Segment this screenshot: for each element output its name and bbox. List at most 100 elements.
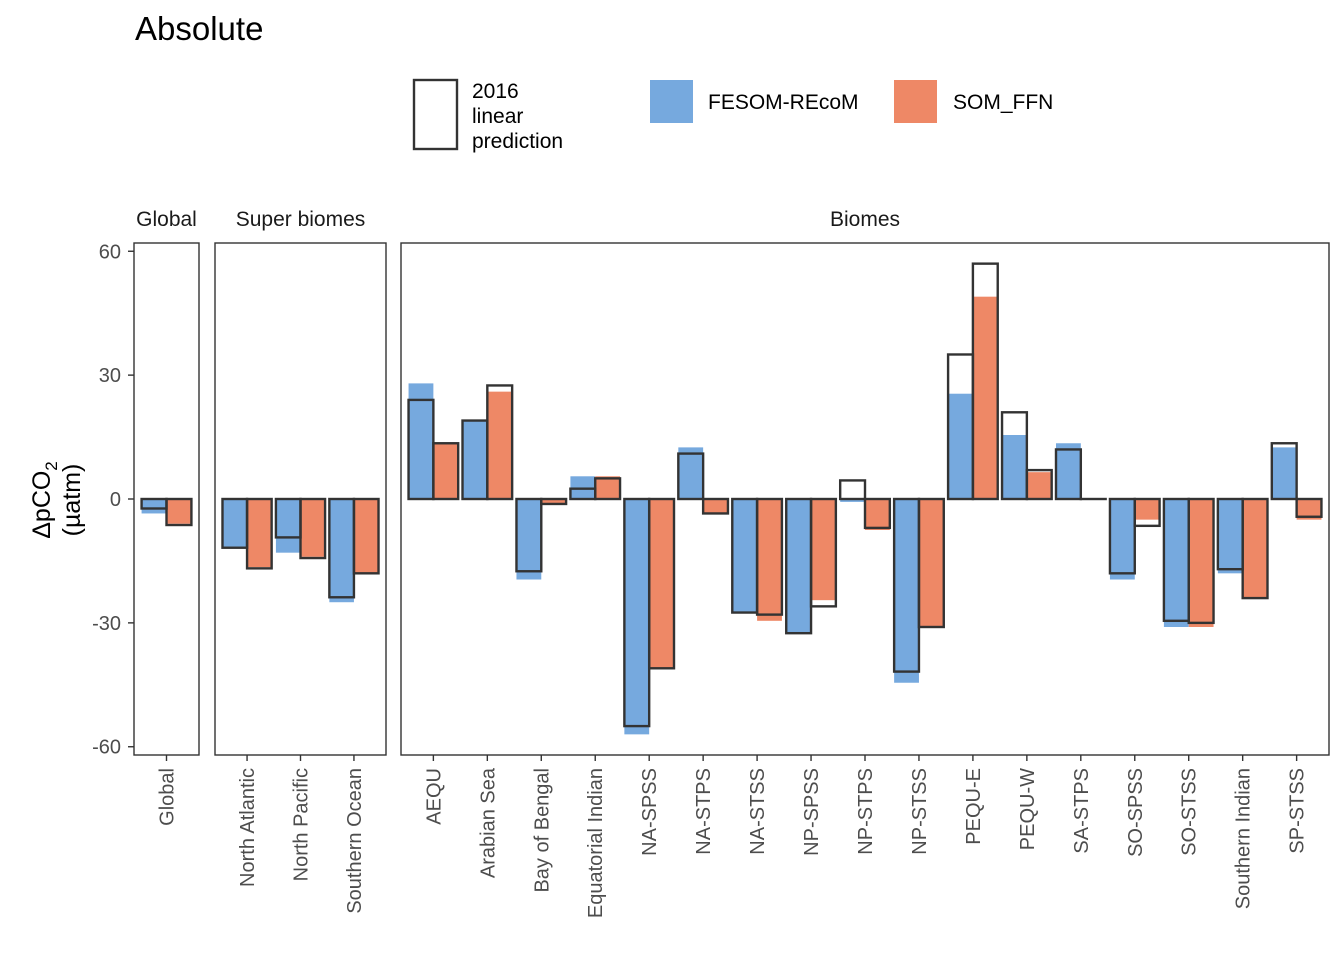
prediction-outline-fesom	[1108, 497, 1136, 575]
x-tick-label: SO-SPSS	[1125, 768, 1147, 857]
legend: 2016 linear prediction FESOM-REcoM SOM_F…	[412, 78, 1053, 153]
bar-fesom	[516, 499, 542, 580]
x-tick-label: SA-STPS	[1071, 768, 1093, 854]
bar-somffn	[595, 476, 621, 499]
bar-fesom	[1055, 443, 1081, 499]
bar-fesom	[141, 499, 167, 514]
prediction-outline-somffn	[971, 262, 999, 501]
bar-fesom	[1163, 499, 1189, 627]
prediction-outline-somffn	[1295, 497, 1323, 518]
panels: Global Global Super biomes North Atlantic No…	[133, 208, 1330, 918]
prediction-outline-somffn	[1241, 497, 1269, 600]
x-tick-label: NP-SPSS	[801, 768, 823, 856]
legend-key-prediction	[412, 78, 459, 151]
x-tick-label: NA-SPSS	[639, 768, 661, 856]
x-tick-label: PEQU-W	[1017, 768, 1039, 850]
chart-title: Absolute	[135, 10, 263, 47]
y-tick-label: 0	[110, 489, 121, 511]
prediction-outline-somffn	[245, 497, 273, 570]
strip-label: Global	[136, 208, 197, 231]
y-axis: 60 30 0 -30 -60	[92, 241, 134, 759]
bar-fesom	[786, 499, 812, 634]
prediction-outline-fesom	[1000, 411, 1029, 501]
x-tick-label: NA-STPS	[693, 768, 715, 855]
y-tick-label: 60	[99, 241, 121, 263]
x-tick-label: NP-STSS	[909, 768, 931, 855]
bar-somffn	[649, 499, 675, 669]
prediction-outline-somffn	[1025, 468, 1053, 501]
prediction-outline-somffn	[863, 497, 892, 530]
y-axis-label-subscript: 2	[42, 461, 61, 470]
bar-fesom	[1271, 447, 1297, 499]
x-tick-label: SO-STSS	[1179, 768, 1201, 856]
prediction-outline-somffn	[594, 477, 622, 501]
bar-somffn	[487, 391, 513, 499]
bar-fesom	[329, 499, 354, 603]
prediction-outline-somffn	[486, 384, 514, 501]
bar-somffn	[757, 499, 782, 621]
bar-somffn	[300, 499, 326, 557]
bar-somffn	[541, 499, 567, 504]
prediction-outline-somffn	[540, 497, 568, 506]
panel-border	[133, 242, 200, 756]
x-tick-label: SP-STSS	[1287, 768, 1309, 854]
panel-border	[214, 242, 387, 756]
prediction-outline-fesom	[677, 452, 705, 501]
x-tick-label: Southern Ocean	[344, 768, 366, 914]
bar-fesom	[275, 499, 301, 553]
prediction-outline-somffn	[1133, 497, 1161, 528]
prediction-outline-somffn	[701, 497, 730, 515]
prediction-outline-somffn	[352, 497, 380, 575]
bar-fesom	[678, 447, 704, 499]
prediction-outline-somffn	[165, 497, 193, 527]
bar-somffn	[166, 499, 192, 524]
x-tick-label: NP-STPS	[855, 768, 877, 855]
legend-label-fesom: FESOM-REcoM	[708, 91, 859, 114]
x-tick-label: Bay of Bengal	[531, 768, 553, 893]
bar-somffn	[353, 499, 379, 574]
prediction-outline-fesom	[1054, 448, 1083, 501]
prediction-outline-fesom	[515, 497, 543, 573]
bar-somffn	[811, 499, 836, 601]
panel-2: Biomes AEQU Arabian Sea Bay of Bengal Equato…	[400, 208, 1330, 918]
bar-fesom	[462, 420, 488, 499]
legend-label-somffn: SOM_FFN	[953, 91, 1053, 114]
bar-somffn	[433, 443, 459, 499]
prediction-outline-somffn	[432, 442, 460, 501]
y-tick-label: -60	[92, 737, 121, 759]
bar-somffn	[1242, 499, 1268, 599]
bar-fesom	[222, 499, 248, 547]
legend-label-prediction-line3: prediction	[472, 130, 563, 153]
bar-fesom	[408, 383, 434, 499]
strip-label: Super biomes	[236, 208, 366, 231]
panel-1: Super biomes North Atlantic North Pacific S…	[214, 208, 387, 914]
prediction-outline-somffn	[1187, 497, 1215, 625]
prediction-outline-somffn	[809, 497, 838, 608]
x-tick-label: PEQU-E	[963, 768, 985, 845]
y-axis-label-main: ΔpCO2	[28, 461, 61, 539]
y-axis-label: ΔpCO2 (µatm)	[28, 461, 86, 539]
prediction-outline-somffn	[917, 497, 945, 629]
x-tick-label: Southern Indian	[1233, 768, 1255, 909]
bar-fesom	[1217, 499, 1243, 574]
bar-somffn	[247, 499, 272, 568]
bar-fesom	[1002, 435, 1027, 499]
x-tick-label: Equatorial Indian	[585, 768, 607, 918]
prediction-outline-somffn	[299, 497, 327, 560]
y-tick-label: 30	[99, 365, 121, 387]
x-tick-label: AEQU	[423, 768, 445, 825]
bar-somffn	[703, 499, 728, 514]
bar-fesom	[624, 499, 650, 735]
bar-fesom	[840, 499, 865, 502]
legend-key-somffn	[894, 80, 937, 123]
x-tick-label: Arabian Sea	[477, 767, 499, 878]
prediction-outline-fesom	[838, 479, 867, 501]
legend-key-fesom	[650, 80, 693, 123]
bar-somffn	[865, 499, 890, 530]
prediction-outline-somffn	[647, 497, 676, 670]
bar-somffn	[1134, 499, 1160, 520]
prediction-outline-fesom	[1270, 442, 1298, 501]
bar-somffn	[972, 296, 998, 499]
legend-label-prediction-line1: 2016	[472, 80, 519, 103]
y-axis-label-unit: (µatm)	[58, 464, 86, 537]
